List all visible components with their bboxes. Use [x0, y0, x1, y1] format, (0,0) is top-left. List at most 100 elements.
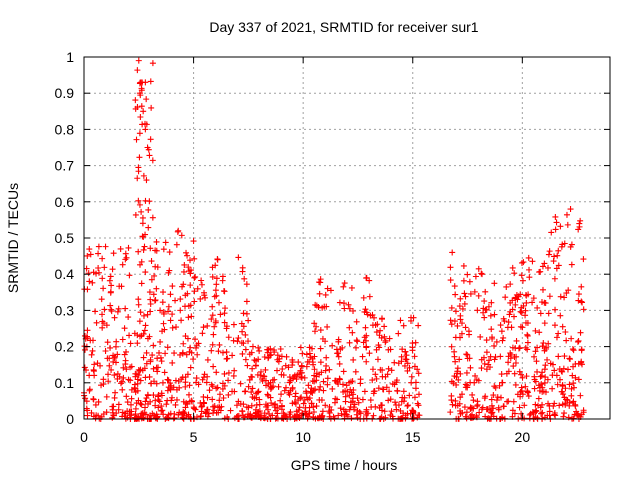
data-point — [172, 377, 179, 384]
data-point — [463, 409, 470, 416]
data-point — [180, 268, 187, 275]
data-point — [472, 273, 479, 280]
data-point — [312, 386, 319, 393]
data-point — [138, 103, 145, 110]
data-point — [503, 283, 510, 290]
data-point — [473, 412, 480, 419]
data-point — [127, 340, 134, 347]
data-point — [578, 298, 585, 305]
data-point — [474, 307, 481, 314]
data-point — [336, 360, 343, 367]
data-point — [259, 376, 266, 383]
data-point — [552, 226, 559, 233]
data-point — [184, 252, 191, 259]
data-point — [213, 275, 220, 282]
data-point — [493, 397, 500, 404]
data-point — [485, 415, 492, 422]
data-point — [448, 378, 455, 385]
data-point — [202, 294, 209, 301]
data-point — [264, 406, 271, 413]
data-point — [499, 415, 506, 422]
data-point — [549, 372, 556, 379]
data-point — [354, 338, 361, 345]
data-point — [248, 402, 255, 409]
data-point — [505, 353, 512, 360]
data-point — [452, 334, 459, 341]
data-point — [569, 372, 576, 379]
data-point — [296, 404, 303, 411]
data-point — [146, 152, 153, 159]
data-point — [279, 365, 286, 372]
data-point — [108, 306, 115, 313]
data-point — [384, 371, 391, 378]
data-point — [521, 402, 528, 409]
data-point — [135, 197, 142, 204]
data-point — [335, 353, 342, 360]
data-point — [244, 362, 251, 369]
data-point — [105, 371, 112, 378]
data-point — [152, 402, 159, 409]
data-point — [495, 406, 502, 413]
data-point — [202, 410, 209, 417]
data-point — [346, 406, 353, 413]
data-point — [395, 330, 402, 337]
data-point — [134, 104, 141, 111]
data-point — [209, 273, 216, 280]
data-point — [393, 402, 400, 409]
data-point — [95, 243, 102, 250]
data-point — [329, 342, 336, 349]
data-point — [486, 357, 493, 364]
data-point — [452, 358, 459, 365]
data-point — [391, 381, 398, 388]
data-point — [199, 376, 206, 383]
data-point — [497, 353, 504, 360]
data-point — [402, 355, 409, 362]
data-point — [313, 377, 320, 384]
data-point — [408, 379, 415, 386]
data-point — [302, 388, 309, 395]
data-point — [295, 359, 302, 366]
data-point — [157, 338, 164, 345]
data-point — [210, 410, 217, 417]
data-point — [572, 374, 579, 381]
data-point — [555, 353, 562, 360]
data-point — [198, 281, 205, 288]
data-point — [410, 414, 417, 421]
data-point — [209, 383, 216, 390]
data-point — [474, 398, 481, 405]
data-point — [153, 364, 160, 371]
data-point — [399, 394, 406, 401]
data-point — [298, 362, 305, 369]
data-point — [462, 324, 469, 331]
data-point — [349, 395, 356, 402]
data-point — [182, 404, 189, 411]
data-point — [306, 344, 313, 351]
data-point — [149, 214, 156, 221]
data-point — [177, 307, 184, 314]
data-point — [145, 206, 152, 213]
data-point — [373, 329, 380, 336]
data-point — [246, 351, 253, 358]
data-point — [357, 376, 364, 383]
data-point — [219, 277, 226, 284]
data-point — [185, 264, 192, 271]
data-point — [156, 398, 163, 405]
data-point — [310, 404, 317, 411]
data-point — [411, 353, 418, 360]
data-point — [346, 305, 353, 312]
data-point — [539, 263, 546, 270]
data-point — [204, 356, 211, 363]
data-point — [225, 377, 232, 384]
data-point — [554, 381, 561, 388]
data-point — [541, 366, 548, 373]
data-point — [131, 381, 138, 388]
data-point — [277, 345, 284, 352]
data-point — [239, 264, 246, 271]
data-point — [524, 388, 531, 395]
data-point — [218, 403, 225, 410]
data-point — [546, 248, 553, 255]
data-point — [190, 238, 197, 245]
data-point — [580, 256, 587, 263]
data-point — [324, 381, 331, 388]
data-point — [122, 305, 129, 312]
